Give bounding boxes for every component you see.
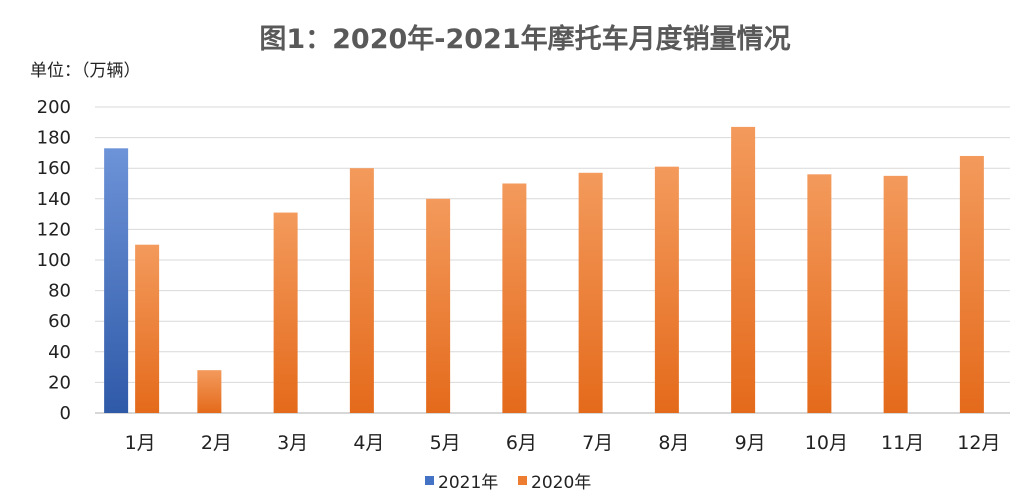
- x-tick-label: 12月: [957, 432, 1000, 454]
- unit-label: 单位：（万辆）: [30, 61, 141, 81]
- y-tick-label: 140: [37, 189, 71, 210]
- y-tick-label: 200: [37, 97, 71, 118]
- x-tick-label: 9月: [735, 432, 766, 454]
- x-tick-label: 5月: [430, 432, 461, 454]
- bar-2020-7: [578, 172, 603, 413]
- bars: [104, 126, 984, 413]
- bar-2020-12: [959, 155, 984, 413]
- bar-2020-8: [654, 166, 679, 413]
- bar-2020-2: [197, 370, 222, 413]
- y-tick-label: 40: [48, 342, 71, 363]
- legend-label-2021: 2021年: [438, 473, 498, 493]
- gridlines: [95, 106, 1010, 414]
- y-tick-label: 20: [48, 372, 71, 393]
- y-tick-label: 100: [37, 250, 71, 271]
- bar-2020-9: [731, 126, 756, 413]
- y-tick-label: 160: [37, 158, 71, 179]
- y-axis-ticks: 0 20 40 60 80 100 120 140 160 180 200: [37, 97, 71, 424]
- x-tick-label: 3月: [277, 432, 308, 454]
- x-tick-label: 7月: [582, 432, 613, 454]
- bar-2020-10: [807, 174, 832, 413]
- x-axis-ticks: 1月 2月 3月 4月 5月 6月 7月 8月 9月 10月 11月 12月: [125, 432, 1001, 454]
- chart-title: 图1：2020年-2021年摩托车月度销量情况: [259, 23, 790, 55]
- x-tick-label: 1月: [125, 432, 156, 454]
- x-tick-label: 11月: [881, 432, 924, 454]
- x-tick-label: 10月: [805, 432, 848, 454]
- y-tick-label: 120: [37, 219, 71, 240]
- x-tick-label: 4月: [353, 432, 384, 454]
- legend-swatch-2020: [518, 476, 527, 485]
- y-tick-label: 180: [37, 128, 71, 149]
- bar-2021-1: [104, 148, 129, 413]
- y-tick-label: 0: [60, 403, 71, 424]
- legend: 2021年 2020年: [425, 473, 591, 493]
- y-tick-label: 80: [48, 281, 71, 302]
- x-tick-label: 6月: [506, 432, 537, 454]
- bar-2020-6: [502, 183, 527, 413]
- legend-swatch-2021: [425, 476, 434, 485]
- y-tick-label: 60: [48, 311, 71, 332]
- bar-2020-4: [349, 168, 374, 413]
- x-tick-label: 8月: [658, 432, 689, 454]
- x-tick-label: 2月: [201, 432, 232, 454]
- bar-2020-3: [273, 212, 298, 413]
- bar-2020-11: [883, 175, 908, 413]
- bar-2020-5: [426, 198, 451, 413]
- legend-label-2020: 2020年: [531, 473, 591, 493]
- bar-2020-1: [135, 244, 160, 413]
